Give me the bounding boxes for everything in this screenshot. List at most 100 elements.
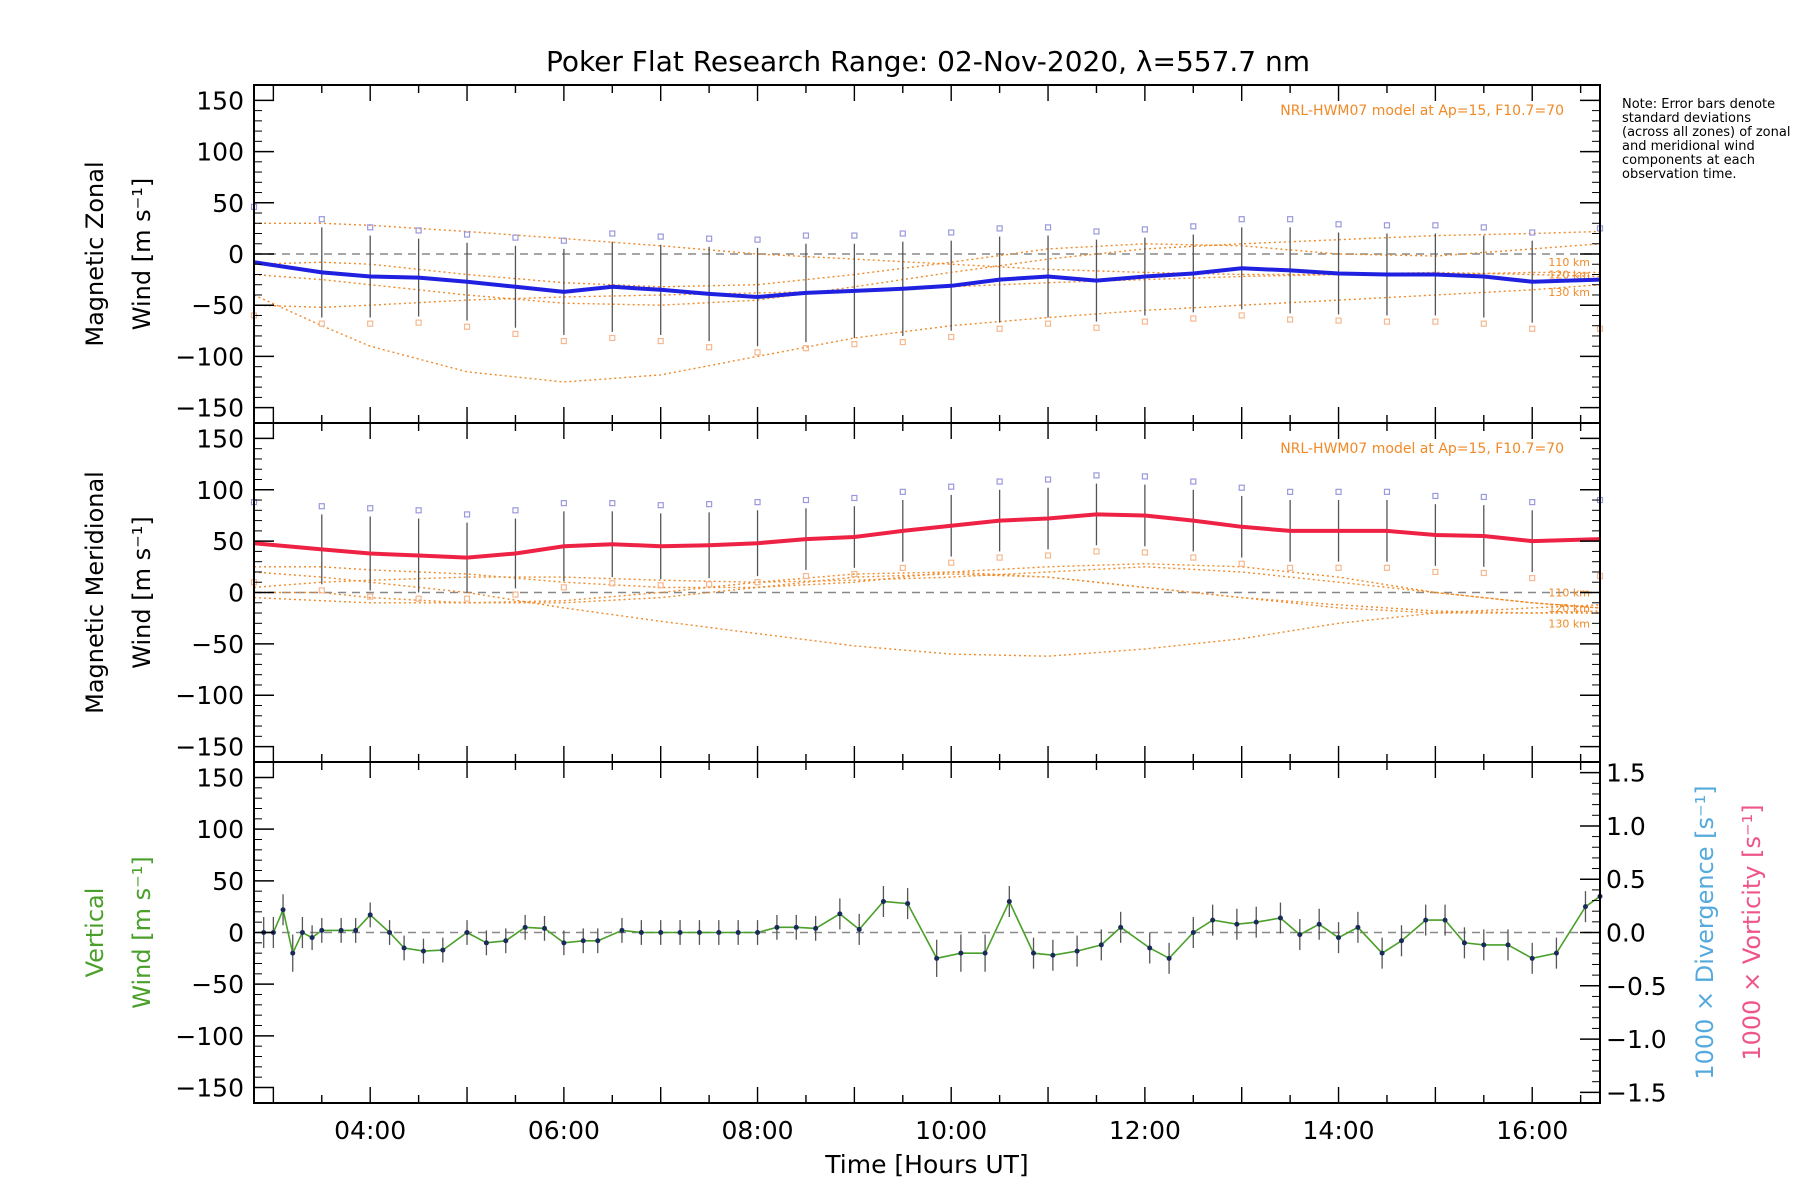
zonal-zone-point-upper [1093,228,1100,235]
vertical-ylabel-line2: Wind [m s⁻¹] [128,856,156,1008]
vertical-data-point [353,927,359,933]
meridional-zone-point-upper [996,478,1003,485]
zonal-zone-point-upper [948,229,955,236]
meridional-zone-point-upper [1287,488,1294,495]
zonal-model-label: NRL-HWM07 model at Ap=15, F10.7=70 [1280,103,1564,119]
zonal-ylabel-line2: Wind [m s⁻¹] [128,178,156,330]
zonal-ytick-label: 50 [212,189,244,218]
vertical-y2tick-label: −0.5 [1606,972,1667,1001]
zonal-zone-point-upper [1190,223,1197,230]
meridional-zone-point-lower [512,591,519,598]
meridional-zone-point-lower [1190,554,1197,561]
meridional-zone-point-lower [367,593,374,600]
zonal-zone-point-lower [1093,324,1100,331]
meridional-zone-point-upper [318,503,325,510]
vertical-y2tick-label: 0.0 [1606,919,1646,948]
meridional-model-curve-2 [253,571,1601,657]
zonal-zone-point-lower [560,337,567,345]
zonal-zone-point-upper [802,232,810,239]
zonal-zone-point-upper [318,216,325,223]
meridional-zone-point-upper [1093,472,1100,479]
meridional-zone-point-upper [1238,484,1245,491]
meridional-zone-point-lower [1335,564,1342,571]
zonal-altitude-label-0: 110 km [1548,256,1590,269]
zonal-ytick-label: −100 [175,342,244,371]
vertical-data-point [1297,932,1303,938]
vertical-data-point [735,930,741,935]
zonal-zone-point-lower [1141,318,1148,325]
meridional-zone-point-lower [706,581,713,588]
zonal-model-curve-1 [253,230,1601,306]
meridional-zone-point-lower [560,584,567,591]
vertical-data-point [755,930,761,935]
zonal-zone-point-lower [996,325,1003,332]
meridional-altitude-label-1: 120 km [1548,602,1590,615]
vertical-data-point [387,930,393,935]
xtick-label: 12:00 [1109,1116,1181,1145]
xtick-label: 04:00 [334,1116,406,1145]
meridional-zone-point-upper [1141,473,1148,480]
zonal-zone-point-lower [1383,318,1391,325]
meridional-altitude-label-2: 130 km [1548,617,1590,630]
zonal-zone-point-upper [1383,222,1391,229]
vertical-data-point [1210,917,1216,923]
meridional-zone-point-upper [706,501,713,508]
meridional-zone-point-lower [609,580,616,587]
zonal-ytick-label: −150 [175,394,244,423]
vertical-data-point [420,948,426,954]
vertical-panel: 150 100 50 0 −50 −100 −150 Vertical Wind [m s⁻¹]… [81,759,1766,1179]
zonal-zone-point-lower [1190,315,1197,322]
vertical-y2tick-label: 1.5 [1606,759,1646,788]
meridional-zone-point-upper [609,500,616,507]
zonal-altitude-label-2: 130 km [1548,286,1590,299]
meridional-ylabel-line2: Wind [m s⁻¹] [128,516,156,668]
zonal-zone-point-lower [1335,317,1342,324]
vertical-data-point [982,950,988,956]
xtick-label: 08:00 [722,1116,794,1145]
vertical-data-point [658,930,664,935]
zonal-zone-point-lower [609,334,616,342]
vertical-data-point [1481,942,1487,948]
zonal-zone-point-lower [948,333,955,341]
meridional-zone-point-lower [1529,575,1536,582]
vertical-data-point [1316,921,1322,927]
meridional-zone-point-upper [1335,488,1342,495]
vertical-data-point [856,926,862,932]
vertical-data-point [483,940,489,946]
zonal-zone-point-lower [899,338,906,346]
vorticity-axis-label: 1000 × Vorticity [s⁻¹] [1738,804,1766,1060]
zonal-panel: NRL-HWM07 model at Ap=15, F10.7=70 110 km… [81,84,1604,424]
zonal-model-curve-3 [254,222,1601,278]
zonal-zone-point-upper [1287,216,1294,223]
vertical-data-point [1118,924,1124,930]
meridional-zone-point-upper [1432,492,1439,500]
vertical-data-point [319,927,325,933]
zonal-zone-point-lower [1529,325,1536,332]
vertical-data-point [1442,917,1448,923]
vertical-ytick-label: 50 [212,867,244,896]
meridional-zone-point-upper [754,499,761,506]
vertical-data-point [440,947,446,953]
meridional-zone-point-lower [996,554,1003,561]
vertical-ytick-label: 100 [196,815,244,844]
xtick-label: 16:00 [1496,1116,1568,1145]
vertical-data-point [561,940,567,946]
zonal-zone-point-lower [415,319,422,326]
xtick-label: 14:00 [1303,1116,1375,1145]
zonal-zone-point-upper [560,237,567,244]
vertical-data-point [619,927,625,933]
vertical-data-point [1461,940,1467,946]
meridional-ytick-label: 150 [196,424,244,453]
vertical-data-point [905,901,911,907]
meridional-zone-point-lower [1093,548,1100,555]
vertical-data-point [696,930,702,935]
meridional-zone-point-lower [1432,568,1439,576]
zonal-zone-point-lower [1044,320,1052,327]
meridional-zone-point-lower [463,595,471,602]
meridional-ytick-label: −150 [175,733,244,762]
vertical-data-point [1098,942,1104,948]
meridional-model-curve-3 [254,562,1601,609]
zonal-zone-point-upper [415,227,422,234]
vertical-data-point [1050,952,1056,958]
error-bar-note: Note: Error bars denote standard deviati… [1622,97,1791,182]
